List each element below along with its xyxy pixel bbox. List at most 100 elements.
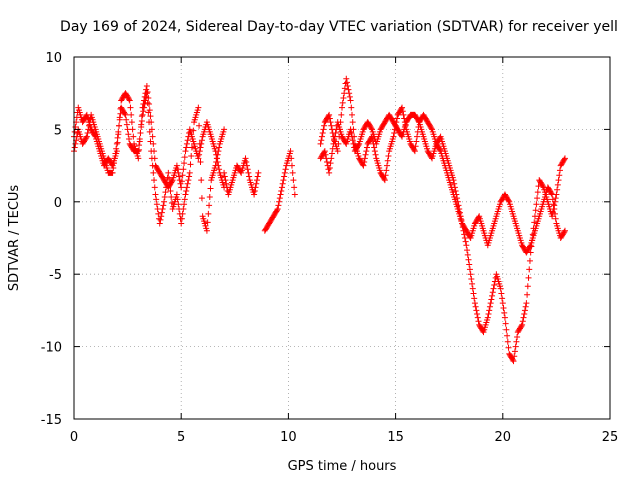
y-tick-label: -15 [41, 413, 62, 428]
data-point [561, 227, 568, 234]
data-point [326, 111, 333, 118]
data-point [213, 158, 220, 165]
data-point [520, 314, 527, 321]
data-point [346, 90, 353, 97]
data-point [274, 206, 281, 213]
data-point [471, 295, 478, 302]
y-tick-label: -10 [41, 341, 62, 356]
data-point [140, 108, 147, 115]
data-point [327, 119, 334, 126]
data-point [349, 111, 356, 118]
data-point [361, 155, 368, 162]
data-point [465, 256, 472, 263]
data-point [147, 138, 154, 145]
data-point [214, 151, 221, 158]
data-point [184, 180, 191, 187]
data-point [504, 338, 511, 345]
data-point [348, 104, 355, 111]
data-point [549, 191, 556, 198]
data-point [287, 148, 294, 155]
data-point [146, 128, 153, 135]
data-point [158, 213, 165, 220]
data-point [339, 99, 346, 106]
data-point [116, 122, 123, 129]
x-tick-label: 5 [177, 430, 185, 445]
data-point [457, 213, 464, 220]
data-point [174, 196, 181, 203]
data-point [411, 148, 418, 155]
data-point [479, 327, 486, 334]
data-point [288, 155, 295, 162]
data-point [237, 168, 244, 175]
data-point [179, 210, 186, 217]
data-points [71, 75, 568, 365]
data-point [548, 190, 555, 197]
data-point [195, 104, 202, 111]
data-point [361, 158, 368, 165]
data-point [412, 143, 419, 150]
data-point [348, 130, 355, 137]
data-point [554, 186, 561, 193]
data-point [318, 133, 325, 140]
data-point [186, 169, 193, 176]
data-point [399, 108, 406, 115]
data-point [180, 166, 187, 173]
data-point [499, 295, 506, 302]
data-point [471, 300, 478, 307]
data-point [511, 348, 518, 355]
data-point [326, 115, 333, 122]
data-point [198, 137, 205, 144]
data-point [326, 169, 333, 176]
data-point [498, 290, 505, 297]
data-point [149, 133, 156, 140]
data-point [340, 95, 347, 102]
data-point [362, 151, 369, 158]
data-point [138, 123, 145, 130]
data-point [456, 209, 463, 216]
data-point [349, 137, 356, 144]
data-point [158, 209, 165, 216]
data-point [85, 126, 92, 133]
data-point [223, 180, 230, 187]
data-point [125, 131, 132, 138]
data-point [221, 126, 228, 133]
data-point [469, 285, 476, 292]
data-point [83, 134, 90, 141]
data-point [146, 119, 153, 126]
data-point [144, 99, 151, 106]
data-point [110, 165, 117, 172]
data-point [280, 177, 287, 184]
data-point [149, 162, 156, 169]
data-point [518, 323, 525, 330]
data-point [126, 96, 133, 103]
data-point [451, 180, 458, 187]
data-point [135, 155, 142, 162]
data-point [288, 162, 295, 169]
data-point [152, 191, 159, 198]
data-point [196, 151, 203, 158]
data-point [181, 154, 188, 161]
data-point [556, 172, 563, 179]
data-point [466, 233, 473, 240]
data-point [522, 303, 529, 310]
data-point [126, 136, 133, 143]
data-point [519, 318, 526, 325]
data-point [453, 191, 460, 198]
data-point [325, 166, 332, 173]
data-point [399, 104, 406, 111]
data-point [174, 166, 181, 173]
data-point [168, 193, 175, 200]
data-point [141, 101, 148, 108]
y-tick-label: 10 [45, 51, 62, 66]
data-point [183, 184, 190, 191]
data-point [173, 162, 180, 169]
data-point [116, 116, 123, 123]
data-point [436, 134, 443, 141]
data-point [534, 195, 541, 202]
data-point [318, 137, 325, 144]
data-point [382, 172, 389, 179]
data-point [561, 156, 568, 163]
data-point [510, 358, 517, 365]
data-point [115, 128, 122, 135]
data-point [164, 174, 171, 181]
